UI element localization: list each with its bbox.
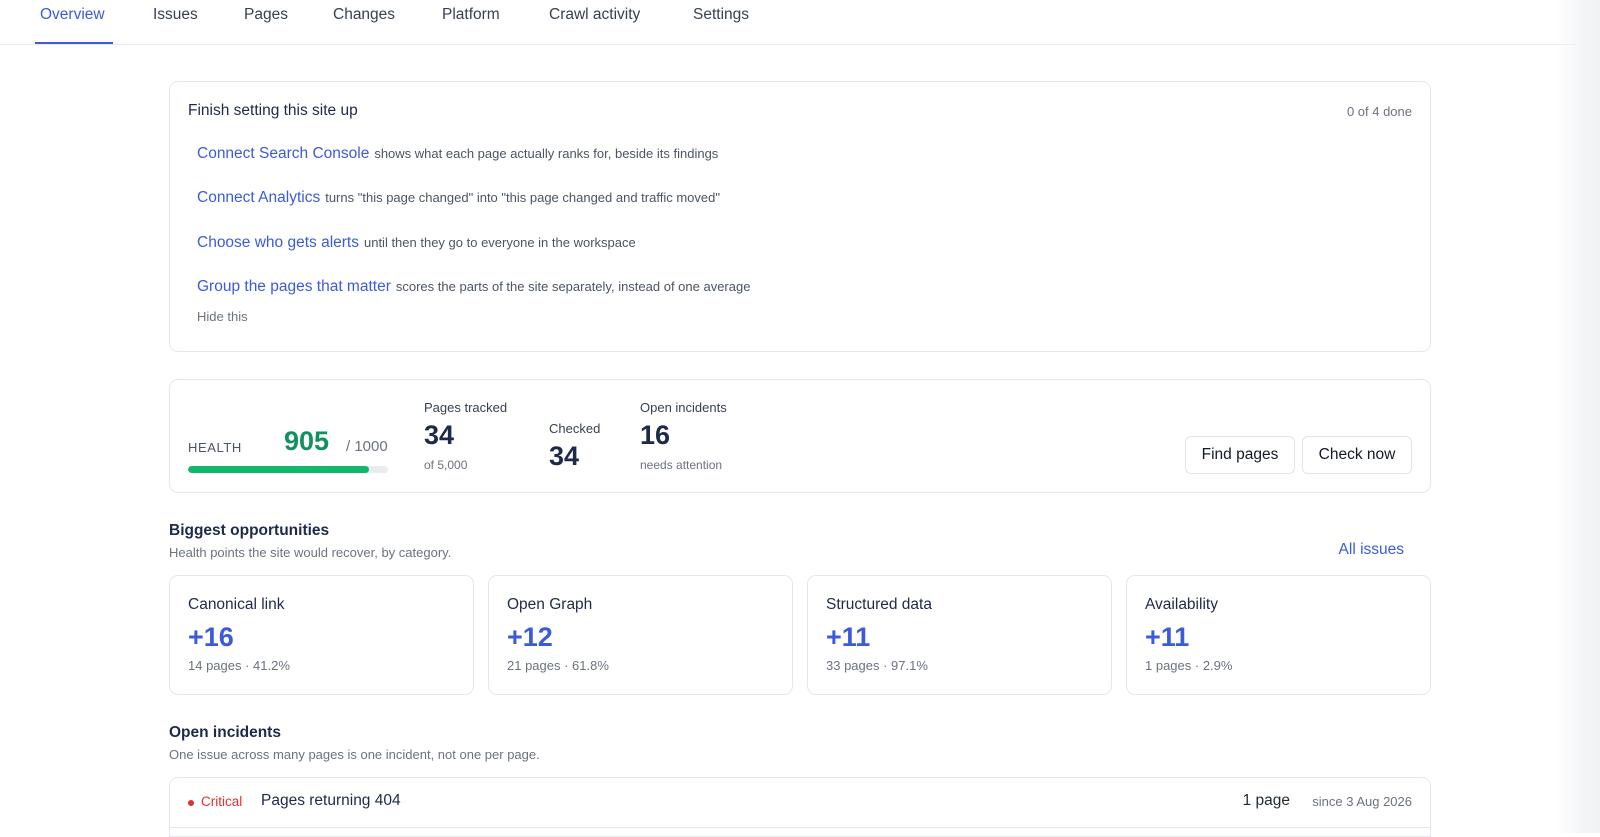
window-edge-shadow <box>1556 0 1600 833</box>
setup-item: Connect Analytics turns "this page change… <box>197 189 720 207</box>
opportunity-card[interactable]: Open Graph +12 21 pages · 61.8% <box>488 575 793 695</box>
opportunity-card[interactable]: Availability +11 1 pages · 2.9% <box>1126 575 1431 695</box>
hide-setup-link[interactable]: Hide this <box>197 309 248 324</box>
incident-row[interactable]: Critical Pages returning 404 1 page sinc… <box>169 777 1431 837</box>
checked-value: 34 <box>549 441 580 471</box>
setup-item-description: until then they go to everyone in the wo… <box>363 235 636 250</box>
choose-alert-recipients-link[interactable]: Choose who gets alerts <box>197 234 359 251</box>
opportunity-meta: 33 pages · 97.1% <box>826 658 928 673</box>
health-max: / 1000 <box>346 438 388 455</box>
opportunity-name: Canonical link <box>188 596 285 613</box>
setup-progress: 0 of 4 done <box>1346 104 1412 119</box>
opportunity-meta: 14 pages · 41.2% <box>188 658 290 673</box>
setup-item-description: turns "this page changed" into "this pag… <box>325 190 720 205</box>
opportunities-title: Biggest opportunities <box>169 522 330 539</box>
opportunity-name: Structured data <box>826 596 932 613</box>
pages-tracked-limit: of 5,000 <box>424 458 468 472</box>
tab-issues[interactable]: Issues <box>153 6 198 23</box>
find-pages-button[interactable]: Find pages <box>1185 436 1295 474</box>
tab-pages[interactable]: Pages <box>244 6 288 23</box>
incident-since: since 3 Aug 2026 <box>1312 794 1412 809</box>
critical-dot-icon <box>188 800 194 806</box>
connect-analytics-link[interactable]: Connect Analytics <box>197 189 321 206</box>
opportunity-points: +11 <box>826 622 871 652</box>
group-pages-link[interactable]: Group the pages that matter <box>197 278 391 295</box>
health-label: HEALTH <box>188 440 242 455</box>
all-issues-link[interactable]: All issues <box>1338 541 1404 558</box>
incidents-title: Open incidents <box>169 724 281 741</box>
top-tab-bar: Overview Issues Pages Changes Platform C… <box>0 0 1600 45</box>
open-incidents-sub: needs attention <box>640 458 723 472</box>
active-tab-indicator <box>35 42 113 44</box>
setup-item-description: scores the parts of the site separately,… <box>395 279 751 294</box>
incident-title[interactable]: Pages returning 404 <box>261 792 401 809</box>
opportunity-meta: 1 pages · 2.9% <box>1145 658 1233 673</box>
open-incidents-label: Open incidents <box>640 400 727 415</box>
opportunity-points: +11 <box>1145 622 1190 652</box>
opportunity-points: +16 <box>188 622 234 652</box>
severity-badge: Critical <box>201 794 243 809</box>
tab-overview[interactable]: Overview <box>40 6 105 23</box>
opportunities-subtitle: Health points the site would recover, by… <box>169 545 452 560</box>
incidents-subtitle: One issue across many pages is one incid… <box>169 747 540 762</box>
setup-item: Group the pages that matter scores the pa… <box>197 278 750 296</box>
tab-settings[interactable]: Settings <box>693 6 750 23</box>
opportunity-name: Open Graph <box>507 596 593 613</box>
opportunity-name: Availability <box>1145 596 1218 613</box>
opportunity-points: +12 <box>507 622 553 652</box>
tab-platform[interactable]: Platform <box>442 6 500 23</box>
row-divider <box>170 827 1430 828</box>
health-score: 905 <box>284 426 330 456</box>
check-now-button[interactable]: Check now <box>1302 436 1412 474</box>
health-progress-bar <box>188 466 388 473</box>
pages-tracked-value: 34 <box>424 420 455 450</box>
health-summary-card: HEALTH 905 / 1000 Pages tracked 34 of 5,… <box>169 379 1431 493</box>
connect-search-console-link[interactable]: Connect Search Console <box>197 145 370 162</box>
checked-label: Checked <box>549 421 601 436</box>
open-incidents-value: 16 <box>640 420 671 450</box>
setup-item: Choose who gets alerts until then they go… <box>197 234 636 252</box>
opportunity-meta: 21 pages · 61.8% <box>507 658 609 673</box>
pages-tracked-label: Pages tracked <box>424 400 508 415</box>
setup-checklist-card: Finish setting this site up 0 of 4 done … <box>169 81 1431 352</box>
setup-item: Connect Search Console shows what each pa… <box>197 145 718 163</box>
setup-title: Finish setting this site up <box>188 102 358 119</box>
setup-item-description: shows what each page actually ranks for,… <box>374 146 719 161</box>
incident-page-count: 1 page <box>1242 792 1290 809</box>
opportunity-card[interactable]: Canonical link +16 14 pages · 41.2% <box>169 575 474 695</box>
opportunity-card[interactable]: Structured data +11 33 pages · 97.1% <box>807 575 1112 695</box>
tab-crawl-activity[interactable]: Crawl activity <box>549 6 641 23</box>
health-progress-fill <box>188 466 369 473</box>
tab-changes[interactable]: Changes <box>333 6 396 23</box>
